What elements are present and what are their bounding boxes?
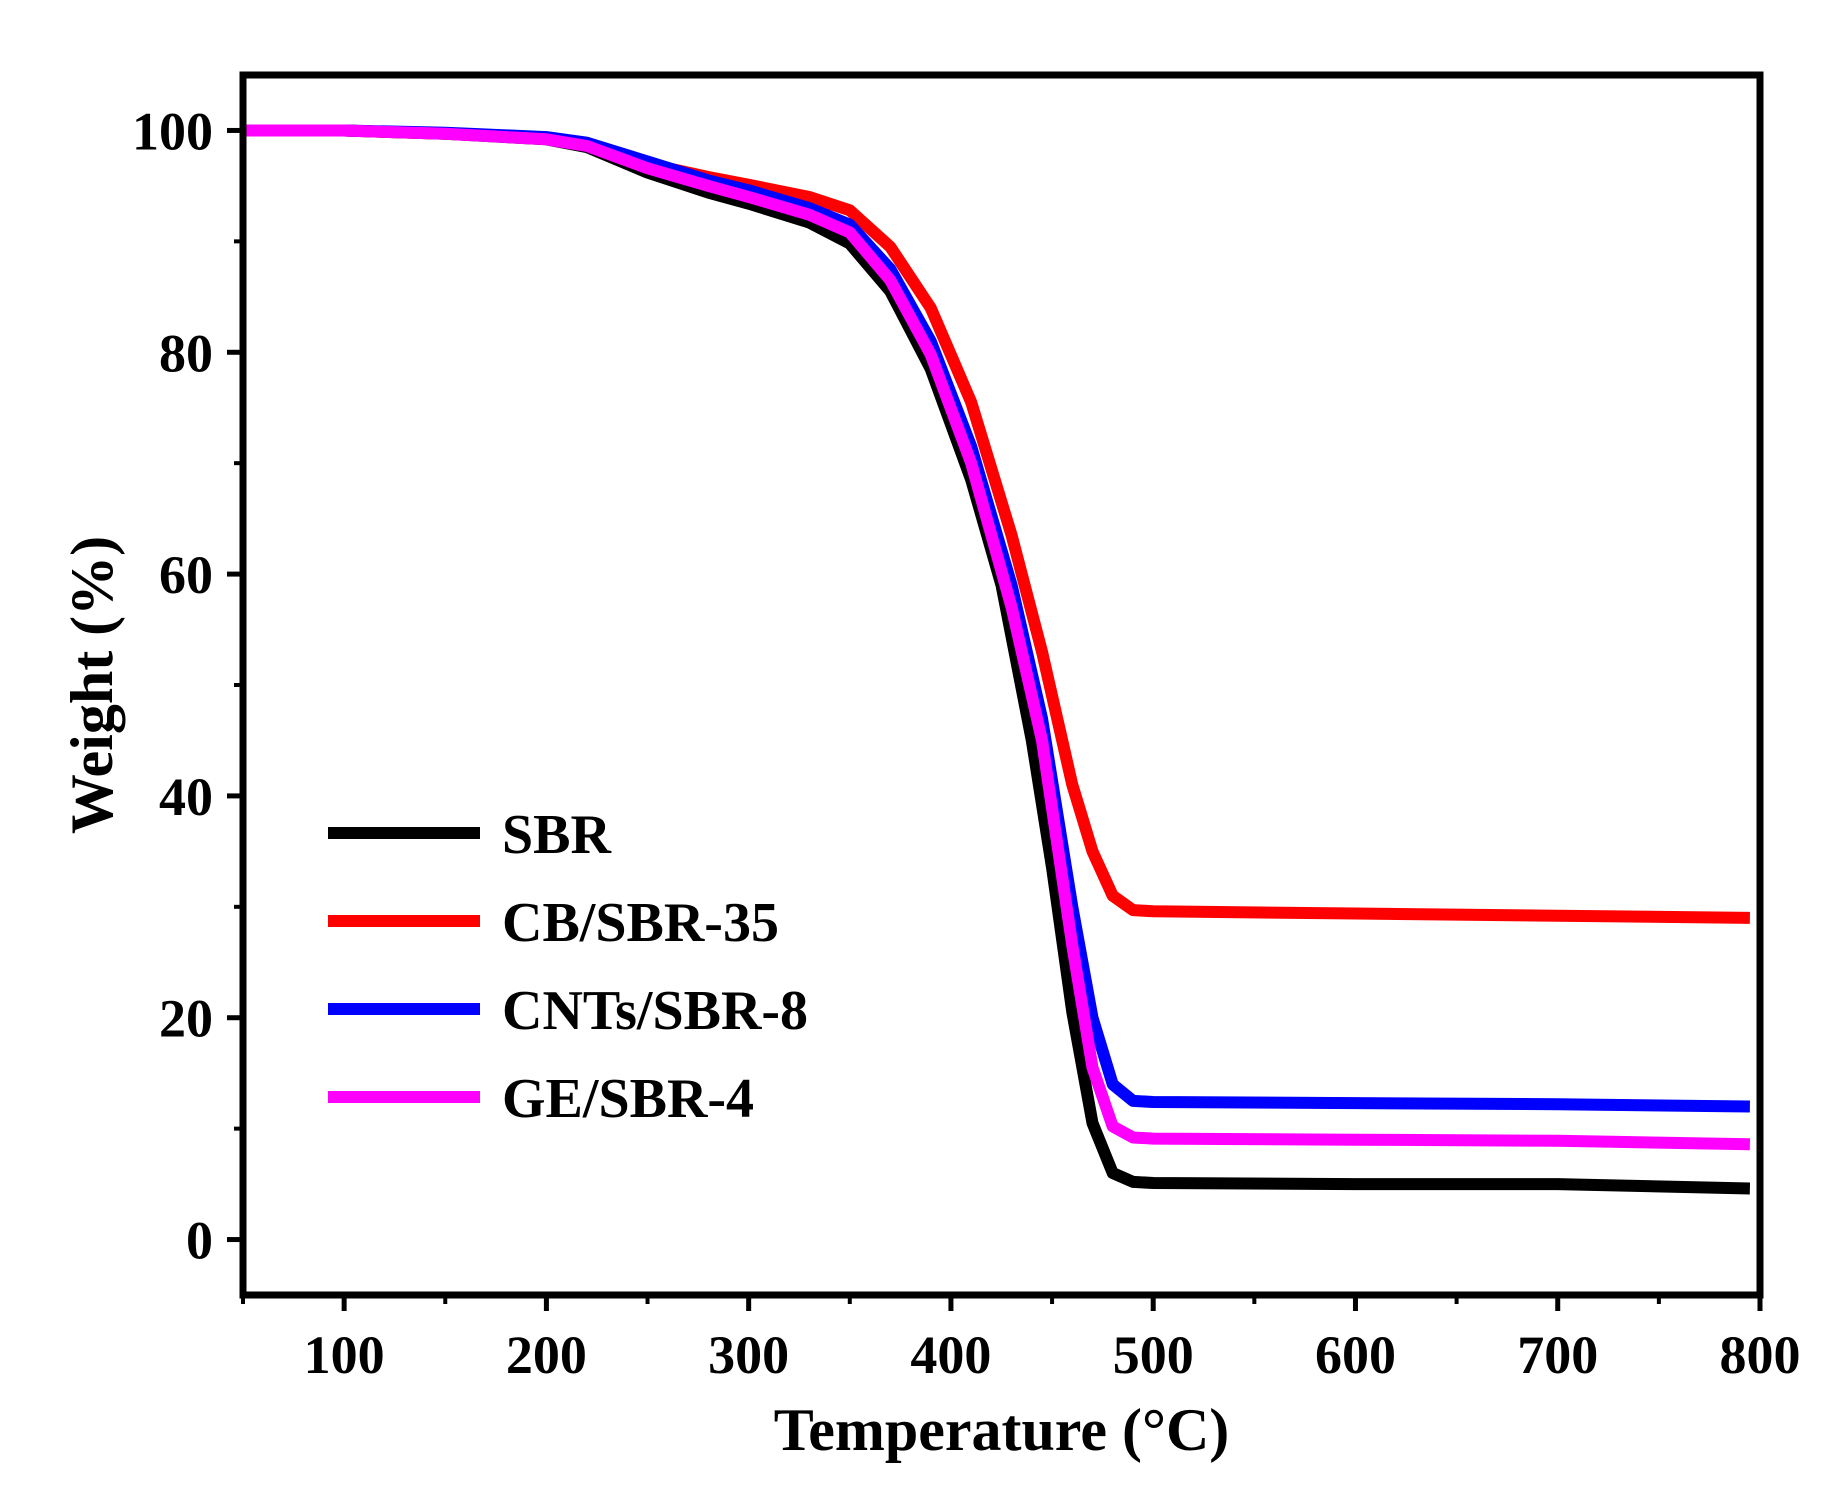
- series-line-sbr: [243, 124, 1751, 1195]
- x-tick-label: 400: [910, 1325, 991, 1385]
- x-tick-label: 600: [1315, 1325, 1396, 1385]
- y-tick-label: 60: [159, 545, 213, 605]
- x-tick-label: 100: [304, 1325, 385, 1385]
- x-tick-label: 200: [506, 1325, 587, 1385]
- plot-frame: [239, 71, 1764, 1299]
- series-line-cnts-sbr-8: [243, 124, 1750, 1113]
- x-tick-label: 800: [1720, 1325, 1801, 1385]
- y-tick-label: 40: [159, 767, 213, 827]
- plot-area: [243, 124, 1751, 1195]
- legend-label: GE/SBR-4: [502, 1068, 754, 1130]
- legend-label: CB/SBR-35: [502, 892, 779, 954]
- y-axis: 0 20 40 60 80 100: [132, 101, 243, 1271]
- y-tick-label: 80: [159, 323, 213, 383]
- legend: SBR CB/SBR-35 CNTs/SBR-8 GE/SBR-4: [328, 804, 808, 1130]
- series-line-ge-sbr-4: [243, 124, 1751, 1151]
- legend-label: CNTs/SBR-8: [502, 980, 808, 1042]
- y-tick-label: 0: [186, 1211, 213, 1271]
- x-axis-title: Temperature (°C): [774, 1397, 1230, 1463]
- x-axis: 100 200 300 400 500 600 700 800: [241, 1295, 1801, 1385]
- y-axis-title: Weight (%): [59, 536, 125, 834]
- y-tick-label: 100: [132, 101, 213, 161]
- y-tick-label: 20: [159, 989, 213, 1049]
- x-tick-label: 500: [1113, 1325, 1194, 1385]
- x-tick-label: 300: [708, 1325, 789, 1385]
- legend-label: SBR: [502, 804, 611, 866]
- x-tick-label: 700: [1517, 1325, 1598, 1385]
